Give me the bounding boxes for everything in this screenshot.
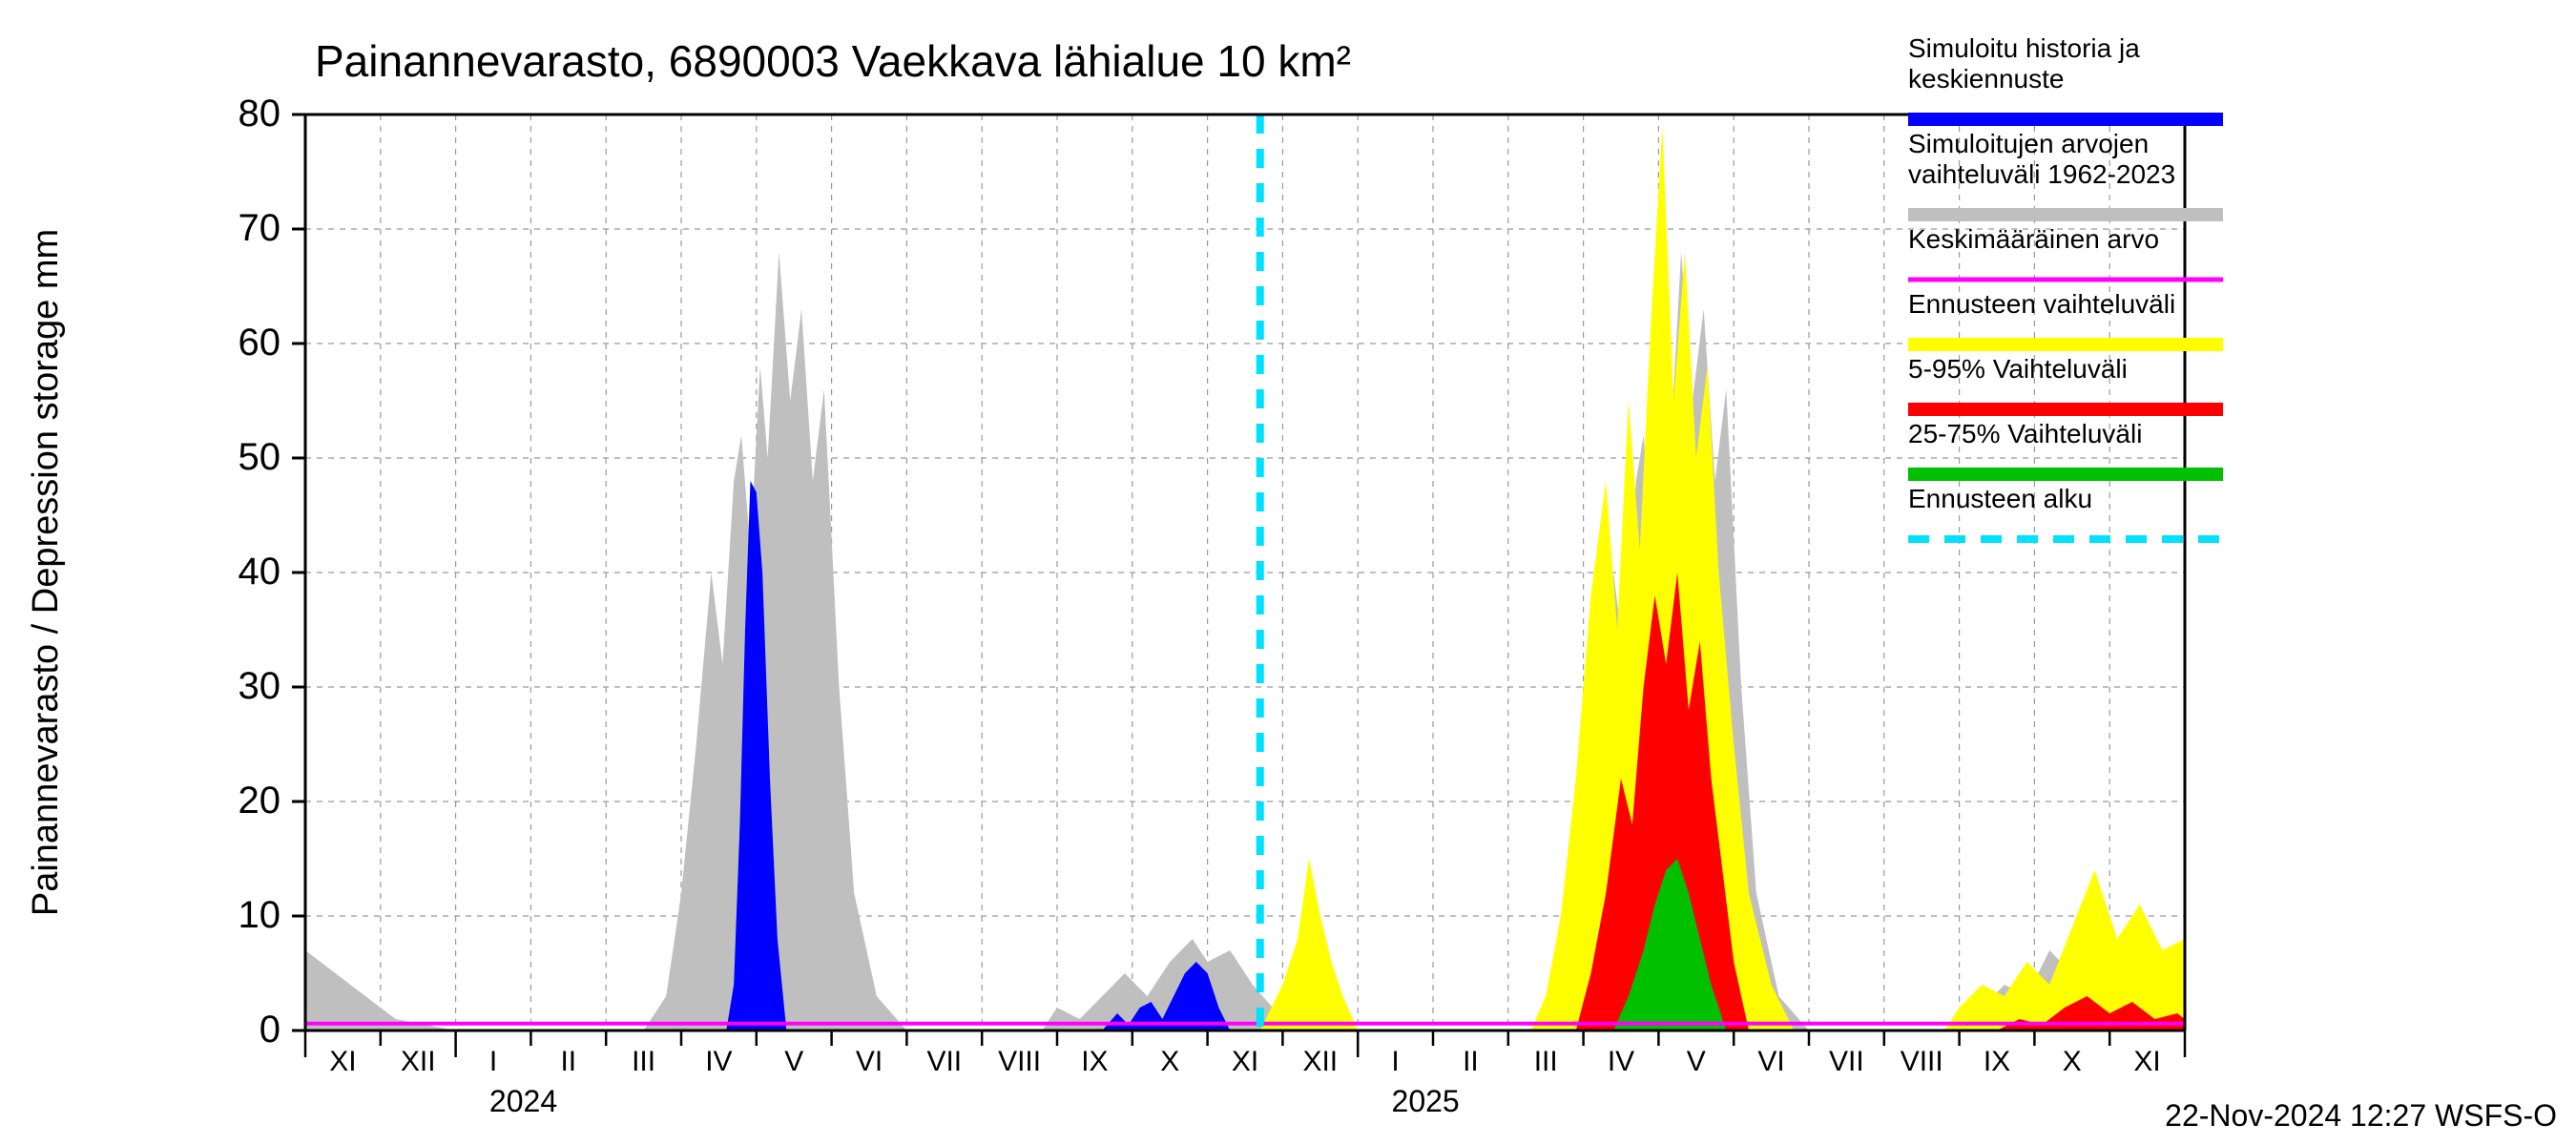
x-month-label: II bbox=[560, 1046, 576, 1077]
x-month-label: XII bbox=[401, 1046, 436, 1077]
legend-swatch bbox=[1908, 208, 2223, 221]
x-month-label: VII bbox=[926, 1046, 962, 1077]
legend-label: Simuloitujen arvojen bbox=[1908, 129, 2149, 158]
y-tick-label: 40 bbox=[239, 551, 281, 593]
legend-label: Simuloitu historia ja bbox=[1908, 33, 2140, 63]
legend-label: 25-75% Vaihteluväli bbox=[1908, 419, 2142, 448]
legend-swatch bbox=[1908, 338, 2223, 351]
x-year-label: 2024 bbox=[489, 1084, 557, 1118]
x-month-label: IX bbox=[1081, 1046, 1108, 1077]
x-month-label: XI bbox=[329, 1046, 356, 1077]
legend-swatch bbox=[1908, 403, 2223, 416]
x-month-label: XI bbox=[1232, 1046, 1258, 1077]
legend-label: Ennusteen vaihteluväli bbox=[1908, 289, 2175, 319]
y-axis-label: Painannevarasto / Depression storage mm bbox=[26, 229, 66, 916]
x-month-label: I bbox=[1391, 1046, 1399, 1077]
x-month-label: VIII bbox=[1901, 1046, 1943, 1077]
y-tick-label: 60 bbox=[239, 322, 281, 364]
x-month-label: VIII bbox=[998, 1046, 1041, 1077]
legend-label: vaihteluväli 1962-2023 bbox=[1908, 159, 2175, 189]
legend-swatch bbox=[1908, 113, 2223, 126]
y-tick-label: 70 bbox=[239, 207, 281, 249]
y-tick-label: 80 bbox=[239, 93, 281, 135]
x-month-label: VI bbox=[856, 1046, 883, 1077]
y-tick-label: 30 bbox=[239, 665, 281, 707]
x-month-label: X bbox=[1160, 1046, 1179, 1077]
chart-svg: 01020304050607080XIXIIIIIIIIIVVVIVIIVIII… bbox=[0, 0, 2576, 1145]
legend-label: 5-95% Vaihteluväli bbox=[1908, 354, 2128, 384]
y-tick-label: 20 bbox=[239, 780, 281, 822]
x-month-label: X bbox=[2063, 1046, 2082, 1077]
x-month-label: V bbox=[1687, 1046, 1706, 1077]
y-tick-label: 50 bbox=[239, 436, 281, 478]
x-month-label: IV bbox=[1608, 1046, 1634, 1077]
x-month-label: XII bbox=[1302, 1046, 1338, 1077]
x-month-label: VII bbox=[1829, 1046, 1864, 1077]
x-month-label: VI bbox=[1757, 1046, 1784, 1077]
x-month-label: III bbox=[1534, 1046, 1558, 1077]
x-year-label: 2025 bbox=[1392, 1084, 1460, 1118]
y-tick-label: 10 bbox=[239, 894, 281, 936]
x-month-label: IV bbox=[705, 1046, 732, 1077]
chart-footer: 22-Nov-2024 12:27 WSFS-O bbox=[2165, 1098, 2557, 1133]
x-month-label: II bbox=[1463, 1046, 1479, 1077]
chart-title: Painannevarasto, 6890003 Vaekkava lähial… bbox=[315, 36, 1351, 86]
x-month-label: XI bbox=[2133, 1046, 2160, 1077]
legend-label: keskiennuste bbox=[1908, 64, 2064, 94]
x-month-label: I bbox=[489, 1046, 497, 1077]
x-month-label: IX bbox=[1984, 1046, 2010, 1077]
y-tick-label: 0 bbox=[260, 1009, 280, 1051]
chart-container: 01020304050607080XIXIIIIIIIIIVVVIVIIVIII… bbox=[0, 0, 2576, 1145]
x-month-label: III bbox=[632, 1046, 655, 1077]
legend-swatch bbox=[1908, 468, 2223, 481]
legend-label: Ennusteen alku bbox=[1908, 484, 2092, 513]
x-month-label: V bbox=[784, 1046, 803, 1077]
legend-label: Keskimääräinen arvo bbox=[1908, 224, 2159, 254]
